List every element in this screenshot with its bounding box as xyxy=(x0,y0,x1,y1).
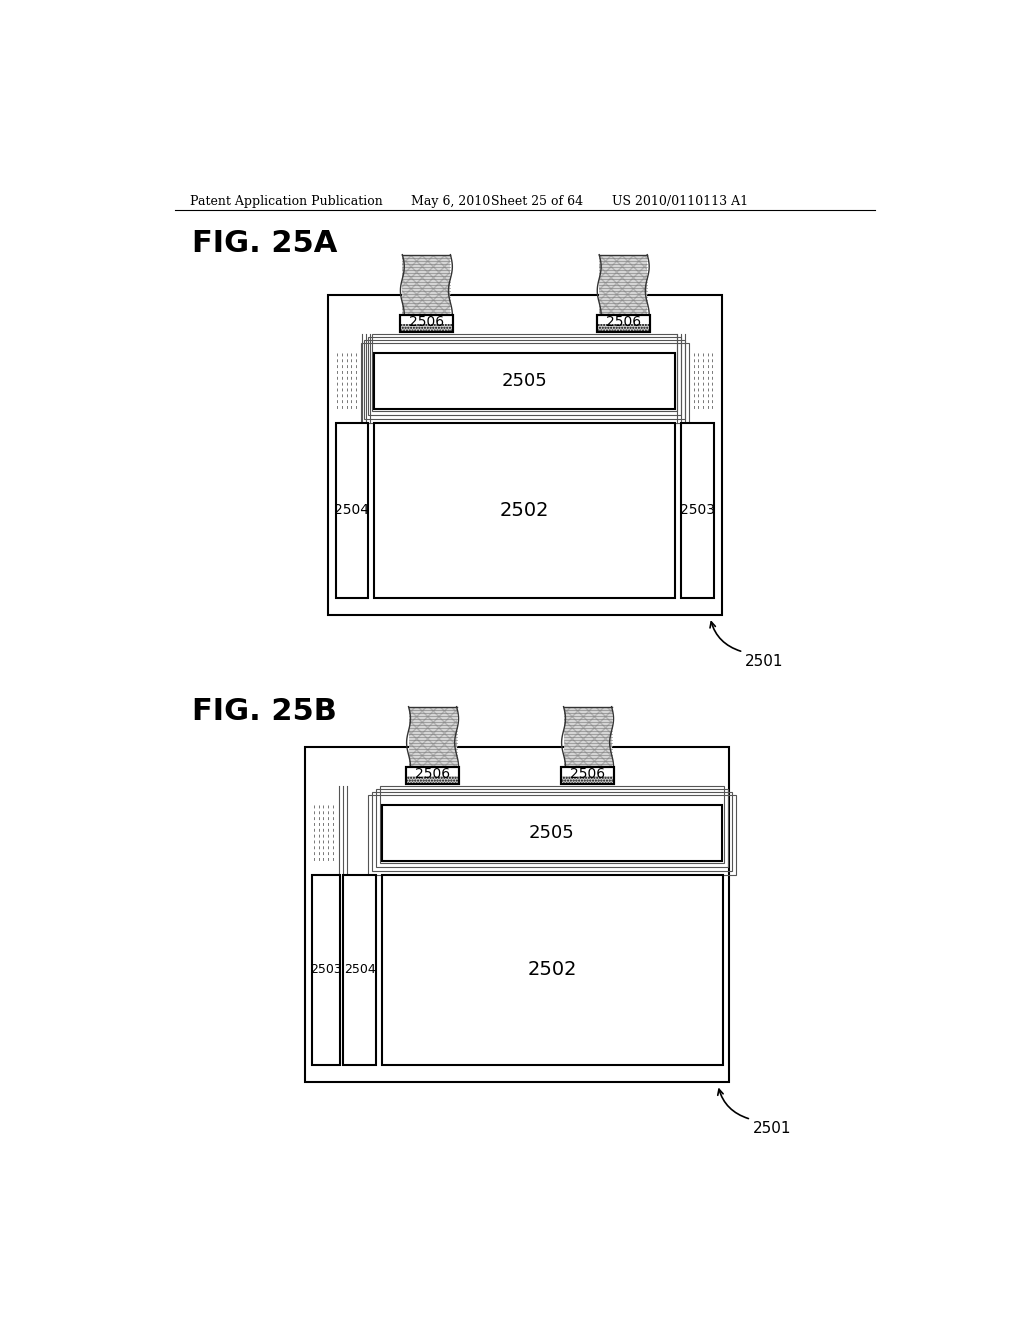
Text: 2501: 2501 xyxy=(753,1121,792,1137)
Bar xyxy=(400,314,453,331)
Bar xyxy=(305,747,729,1082)
Text: 2504: 2504 xyxy=(344,964,376,977)
Bar xyxy=(328,296,722,615)
Text: US 2010/0110113 A1: US 2010/0110113 A1 xyxy=(612,195,749,209)
Text: Patent Application Publication: Patent Application Publication xyxy=(190,195,383,209)
Bar xyxy=(312,874,340,1065)
Bar xyxy=(597,314,649,331)
Bar xyxy=(369,337,681,414)
Bar xyxy=(599,255,647,314)
Bar xyxy=(375,422,675,598)
Bar xyxy=(380,785,724,863)
Bar xyxy=(561,776,614,784)
Text: 2505: 2505 xyxy=(529,824,574,842)
Bar xyxy=(407,767,459,784)
Bar xyxy=(402,255,451,314)
Text: 2506: 2506 xyxy=(570,767,605,781)
Text: 2506: 2506 xyxy=(409,315,444,330)
Bar xyxy=(400,323,453,331)
Text: 2502: 2502 xyxy=(528,961,578,979)
Text: 2504: 2504 xyxy=(335,503,370,517)
Bar xyxy=(372,334,678,411)
Bar xyxy=(372,792,732,871)
Bar xyxy=(360,343,689,422)
Text: 2501: 2501 xyxy=(744,653,783,668)
Bar xyxy=(563,706,611,767)
Bar xyxy=(369,795,735,875)
Bar xyxy=(599,255,647,314)
Text: 2505: 2505 xyxy=(502,372,548,389)
Bar xyxy=(597,323,649,331)
Bar xyxy=(402,255,451,314)
Bar xyxy=(561,767,614,784)
Bar xyxy=(407,767,459,784)
Bar xyxy=(375,354,675,409)
Bar xyxy=(336,422,369,598)
Bar xyxy=(597,314,649,331)
Text: FIG. 25B: FIG. 25B xyxy=(191,697,337,726)
Bar xyxy=(343,874,376,1065)
Text: 2506: 2506 xyxy=(605,315,641,330)
Text: 2506: 2506 xyxy=(415,767,451,781)
Bar xyxy=(409,706,457,767)
Bar xyxy=(563,706,611,767)
Bar xyxy=(400,314,453,331)
Text: FIG. 25A: FIG. 25A xyxy=(191,230,337,259)
Text: 2502: 2502 xyxy=(500,500,550,520)
Bar xyxy=(561,767,614,784)
Bar xyxy=(681,422,714,598)
Text: Sheet 25 of 64: Sheet 25 of 64 xyxy=(490,195,583,209)
Bar xyxy=(365,341,685,418)
Bar xyxy=(407,776,459,784)
Text: May 6, 2010: May 6, 2010 xyxy=(411,195,490,209)
Bar xyxy=(376,789,728,867)
Text: 2503: 2503 xyxy=(680,503,715,517)
Bar xyxy=(382,805,722,861)
Text: 2503: 2503 xyxy=(310,964,342,977)
Bar xyxy=(382,874,723,1065)
Bar xyxy=(409,706,457,767)
